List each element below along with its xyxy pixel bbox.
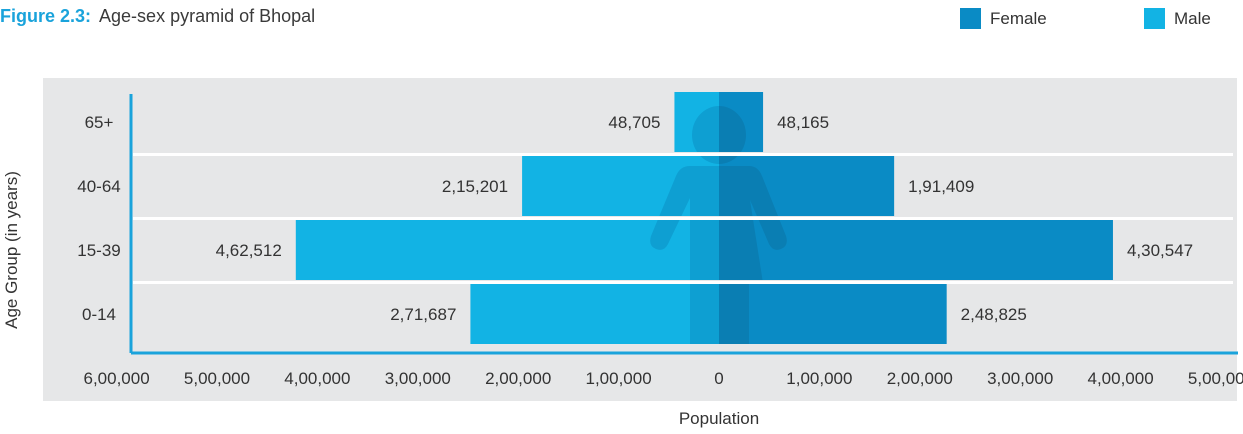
x-tick-label-left-3: 3,00,000 xyxy=(385,369,451,388)
x-tick-label-right-3: 4,00,000 xyxy=(1088,369,1154,388)
data-label-male-0-14: 2,71,687 xyxy=(390,305,456,324)
x-tick-label-left-2: 4,00,000 xyxy=(284,369,350,388)
y-tick-label-0-14: 0-14 xyxy=(82,305,116,324)
silhouette-male-half xyxy=(650,106,719,344)
bar-male-0-14 xyxy=(470,284,719,344)
y-tick-label-65+: 65+ xyxy=(85,113,114,132)
x-tick-label-zero: 0 xyxy=(714,369,723,388)
person-silhouette-icon xyxy=(650,106,787,344)
data-label-female-15-39: 4,30,547 xyxy=(1127,241,1193,260)
silhouette-head-right xyxy=(719,106,746,164)
row-separator-0 xyxy=(133,153,1233,156)
x-tick-label-left-1: 5,00,000 xyxy=(184,369,250,388)
legend-swatch-male xyxy=(1144,8,1165,29)
figure-title: Figure 2.3: Age-sex pyramid of Bhopal xyxy=(0,6,315,27)
bar-male-15-39 xyxy=(295,220,719,280)
legend-swatch-female xyxy=(960,8,981,29)
x-tick-label-right-4: 5,00,000 xyxy=(1188,369,1243,388)
y-tick-label-40-64: 40-64 xyxy=(77,177,120,196)
figure-number: Figure 2.3: xyxy=(0,6,92,26)
data-label-male-40-64: 2,15,201 xyxy=(442,177,508,196)
bar-female-0-14 xyxy=(719,284,947,344)
data-label-male-65+: 48,705 xyxy=(608,113,660,132)
silhouette-body-left xyxy=(650,166,719,344)
x-tick-label-right-0: 1,00,000 xyxy=(786,369,852,388)
silhouette-head-left xyxy=(692,106,719,164)
x-tick-label-left-4: 2,00,000 xyxy=(485,369,551,388)
data-label-female-0-14: 2,48,825 xyxy=(961,305,1027,324)
legend-label-male: Male xyxy=(1174,8,1211,28)
row-separator-1 xyxy=(133,217,1233,220)
data-label-male-15-39: 4,62,512 xyxy=(216,241,282,260)
silhouette-female-half xyxy=(719,106,787,344)
data-label-female-40-64: 1,91,409 xyxy=(908,177,974,196)
labels-group: 65+ 48,705 48,165 40-64 2,15,201 1,91,409 15-3… xyxy=(77,113,1243,388)
legend-label-female: Female xyxy=(990,8,1047,28)
x-tick-label-right-1: 2,00,000 xyxy=(887,369,953,388)
bar-female-15-39 xyxy=(719,220,1113,280)
legend-item-female: Female xyxy=(960,8,1047,29)
y-tick-label-15-39: 15-39 xyxy=(77,241,120,260)
row-separators xyxy=(133,153,1233,284)
silhouette-body-right xyxy=(719,166,787,344)
row-separator-2 xyxy=(133,281,1233,284)
axes-group xyxy=(129,94,1238,355)
x-tick-label-left-5: 1,00,000 xyxy=(586,369,652,388)
x-tick-label-left-0: 6,00,000 xyxy=(84,369,150,388)
x-tick-label-right-2: 3,00,000 xyxy=(987,369,1053,388)
legend-item-male: Male xyxy=(1144,8,1211,29)
x-axis-title: Population xyxy=(678,409,760,428)
data-label-female-65+: 48,165 xyxy=(777,113,829,132)
figure-caption: Age-sex pyramid of Bhopal xyxy=(99,6,316,26)
